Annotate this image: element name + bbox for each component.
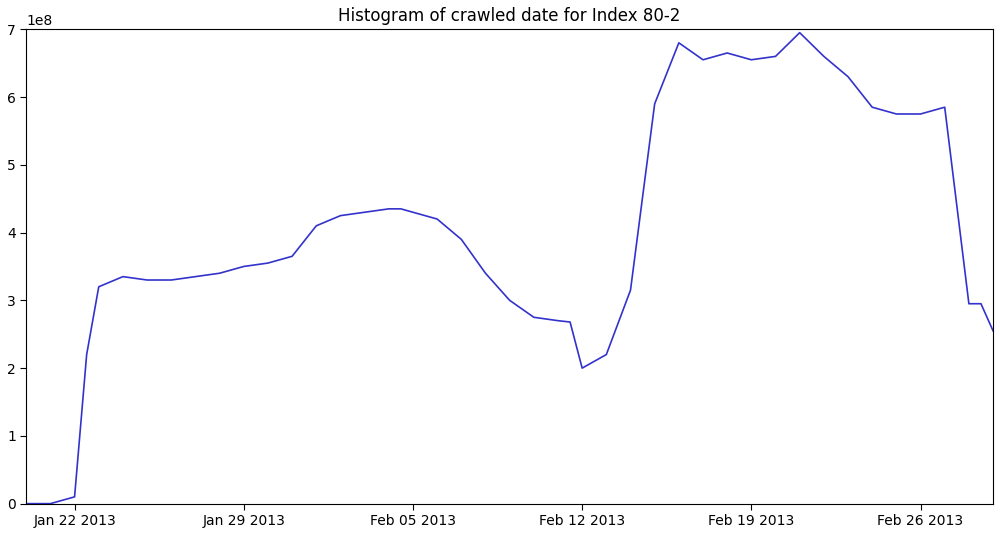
- Title: Histogram of crawled date for Index 80-2: Histogram of crawled date for Index 80-2: [338, 7, 681, 25]
